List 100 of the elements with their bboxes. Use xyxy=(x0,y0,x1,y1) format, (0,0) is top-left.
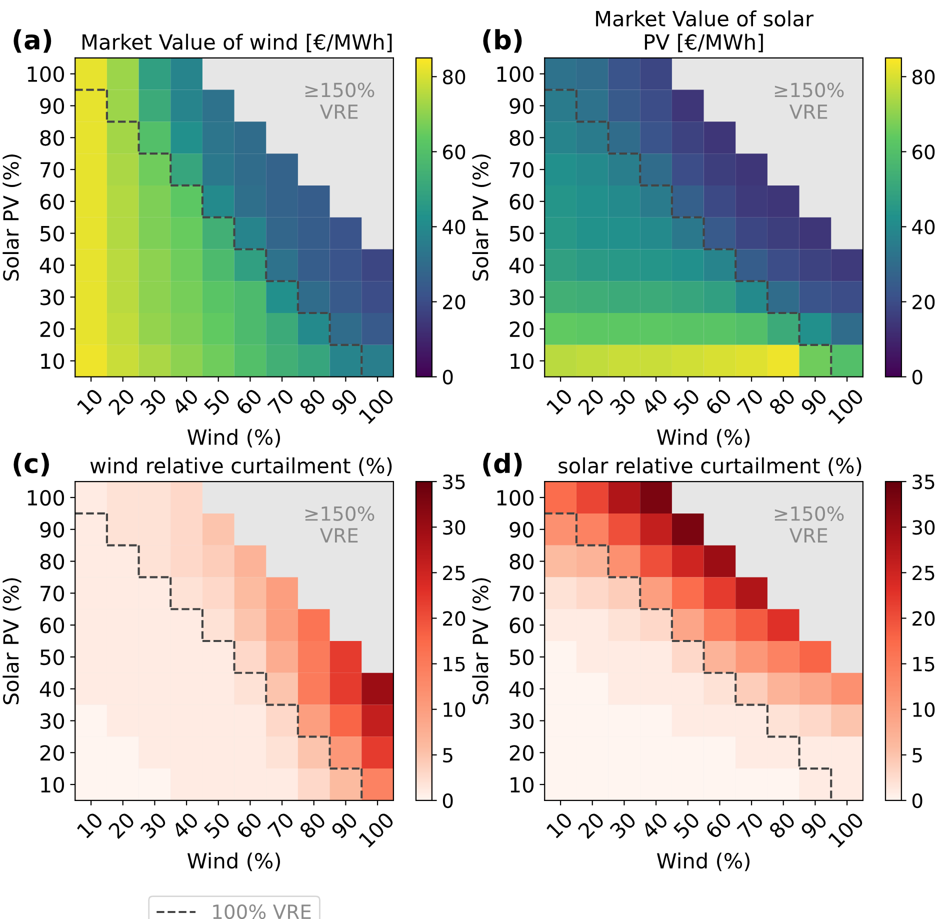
y-tick-label: 80 xyxy=(510,554,534,570)
y-axis-title: Solar PV (%) xyxy=(2,578,22,704)
x-axis-title: Wind (%) xyxy=(656,852,750,872)
x-tick-label: 90 xyxy=(330,388,358,416)
x-tick-label: 80 xyxy=(768,811,796,840)
x-tick-label: 70 xyxy=(736,811,764,840)
y-tick-label: 10 xyxy=(510,776,534,793)
x-tick-label: 10 xyxy=(76,811,104,839)
x-tick-label: 100 xyxy=(828,811,864,848)
x-tick-label: 60 xyxy=(704,811,732,840)
y-tick-label: 100 xyxy=(497,490,534,506)
text: (b) xyxy=(483,29,522,53)
x-tick-label: 10 xyxy=(546,388,574,416)
color-bar-label: 80 xyxy=(912,70,935,84)
y-tick-label: 90 xyxy=(510,98,534,114)
color-bar-label: 10 xyxy=(444,702,466,717)
y-axis-title: Solar PV (%) xyxy=(472,578,491,704)
color-bar-label: 40 xyxy=(912,220,935,234)
x-tick-label: 20 xyxy=(577,388,606,416)
y-tick-label: 60 xyxy=(510,618,534,634)
y-tick-label: 100 xyxy=(28,66,64,82)
color-bar-label: 0 xyxy=(442,793,453,808)
x-tick-label: 90 xyxy=(800,811,828,840)
text: (a) xyxy=(14,29,52,53)
color-bar-label: 15 xyxy=(913,656,934,672)
x-tick-label: 50 xyxy=(672,388,701,416)
y-tick-label: 40 xyxy=(40,681,64,698)
y-tick-label: 80 xyxy=(40,130,64,146)
y-tick-label: 80 xyxy=(510,130,534,146)
color-bar-label: 35 xyxy=(443,474,465,490)
annotation: ≥150% VRE xyxy=(305,506,374,542)
annotation: ≥150% VRE xyxy=(774,506,844,542)
color-bar-label: 60 xyxy=(912,144,935,160)
x-tick-label: 30 xyxy=(609,811,637,840)
x-tick-label: 90 xyxy=(800,388,828,416)
x-tick-label: 80 xyxy=(298,811,327,840)
chart-title: wind relative curtailment (%) xyxy=(90,457,392,476)
y-tick-label: 100 xyxy=(497,66,534,82)
y-tick-label: 90 xyxy=(510,522,534,538)
y-tick-label: 50 xyxy=(510,649,534,666)
x-tick-label: 90 xyxy=(330,811,358,840)
color-bar-label: 30 xyxy=(443,520,466,535)
x-tick-label: 10 xyxy=(76,388,104,416)
x-tick-label: 50 xyxy=(203,811,232,840)
y-tick-label: 10 xyxy=(510,353,534,370)
y-tick-label: 70 xyxy=(510,586,534,602)
chart-title: Market Value of wind [€/MWh] xyxy=(82,34,392,52)
y-tick-label: 20 xyxy=(510,321,534,338)
color-bar-label: 20 xyxy=(443,611,466,626)
y-tick-label: 70 xyxy=(40,162,64,178)
x-tick-label: 60 xyxy=(234,811,263,840)
x-axis-title: Wind (%) xyxy=(187,428,280,448)
x-tick-label: 10 xyxy=(546,811,574,839)
x-tick-label: 70 xyxy=(266,388,295,416)
y-tick-label: 80 xyxy=(40,554,64,570)
x-tick-label: 40 xyxy=(171,811,200,840)
x-tick-label: 30 xyxy=(609,388,637,416)
color-bar-label: 10 xyxy=(913,702,935,717)
y-tick-label: 50 xyxy=(40,226,64,242)
y-tick-label: 60 xyxy=(40,194,64,210)
y-tick-label: 30 xyxy=(40,713,64,729)
x-tick-label: 60 xyxy=(704,388,732,416)
color-bar-label: 25 xyxy=(443,566,465,580)
y-tick-label: 60 xyxy=(40,618,64,634)
y-tick-label: 30 xyxy=(40,290,64,306)
x-tick-label: 100 xyxy=(828,388,864,424)
x-tick-label: 100 xyxy=(358,388,395,424)
y-tick-label: 40 xyxy=(509,681,534,698)
y-tick-label: 70 xyxy=(40,586,64,602)
x-tick-label: 20 xyxy=(577,811,606,840)
x-tick-label: 60 xyxy=(234,388,263,416)
y-tick-label: 20 xyxy=(40,321,64,338)
color-bar-label: 20 xyxy=(912,611,935,626)
color-bar-label: 0 xyxy=(912,370,922,384)
color-bar-label: 20 xyxy=(443,294,466,310)
color-bar-label: 35 xyxy=(912,474,934,490)
y-tick-label: 10 xyxy=(41,353,64,370)
x-tick-label: 40 xyxy=(640,388,669,416)
y-tick-label: 20 xyxy=(510,745,534,761)
y-tick-label: 40 xyxy=(509,258,534,274)
chart-title: Market Value of solar PV [€/MWh] xyxy=(596,10,814,52)
text: (c) xyxy=(14,452,49,476)
y-tick-label: 30 xyxy=(510,713,534,729)
y-tick-label: 40 xyxy=(40,258,64,274)
color-bar-label: 0 xyxy=(912,793,922,808)
x-tick-label: 70 xyxy=(736,388,764,416)
color-bar-label: 5 xyxy=(443,748,452,763)
color-bar-label: 25 xyxy=(912,566,934,580)
y-axis-title: Solar PV (%) xyxy=(472,154,491,281)
y-tick-label: 50 xyxy=(40,649,64,666)
y-tick-label: 30 xyxy=(510,290,534,306)
y-axis-title: Solar PV (%) xyxy=(2,154,22,281)
y-tick-label: 20 xyxy=(40,745,64,761)
color-bar-label: 20 xyxy=(912,294,935,310)
y-tick-label: 70 xyxy=(510,162,534,178)
color-bar-label: 80 xyxy=(442,70,466,84)
text: 100% VRE xyxy=(213,904,311,919)
x-tick-label: 50 xyxy=(672,811,701,840)
color-bar-label: 0 xyxy=(442,370,453,384)
x-tick-label: 40 xyxy=(171,388,200,416)
